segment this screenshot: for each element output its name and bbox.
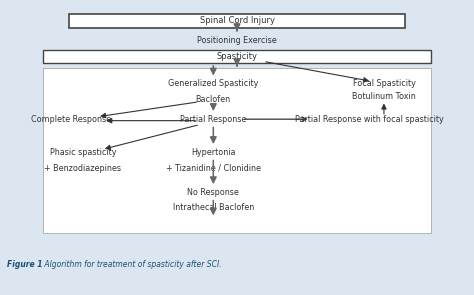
Text: + Tizanidine / Clonidine: + Tizanidine / Clonidine xyxy=(166,164,261,173)
Text: Phasic spasticity: Phasic spasticity xyxy=(50,148,116,157)
Text: Partial Response with focal spasticity: Partial Response with focal spasticity xyxy=(295,115,444,124)
Text: Spinal Cord Injury: Spinal Cord Injury xyxy=(200,16,274,25)
Text: Generalized Spasticity: Generalized Spasticity xyxy=(168,79,258,88)
FancyBboxPatch shape xyxy=(43,50,431,63)
FancyBboxPatch shape xyxy=(43,68,431,233)
Text: Spasticity: Spasticity xyxy=(217,52,257,61)
Text: Partial Response: Partial Response xyxy=(180,115,246,124)
Text: Algorithm for treatment of spasticity after SCI.: Algorithm for treatment of spasticity af… xyxy=(42,260,222,268)
Text: Focal Spasticity: Focal Spasticity xyxy=(353,79,415,88)
Text: Baclofen: Baclofen xyxy=(196,95,231,104)
Text: Hypertonia: Hypertonia xyxy=(191,148,236,157)
Text: + Benzodiazepines: + Benzodiazepines xyxy=(45,164,121,173)
Text: Positioning Exercise: Positioning Exercise xyxy=(197,36,277,45)
Text: Complete Response: Complete Response xyxy=(31,115,111,124)
Text: No Response: No Response xyxy=(187,188,239,197)
Text: Intrathecal Baclofen: Intrathecal Baclofen xyxy=(173,203,254,212)
Text: Figure 1: Figure 1 xyxy=(7,260,43,268)
FancyBboxPatch shape xyxy=(69,14,405,28)
Text: Botulinum Toxin: Botulinum Toxin xyxy=(352,92,416,101)
